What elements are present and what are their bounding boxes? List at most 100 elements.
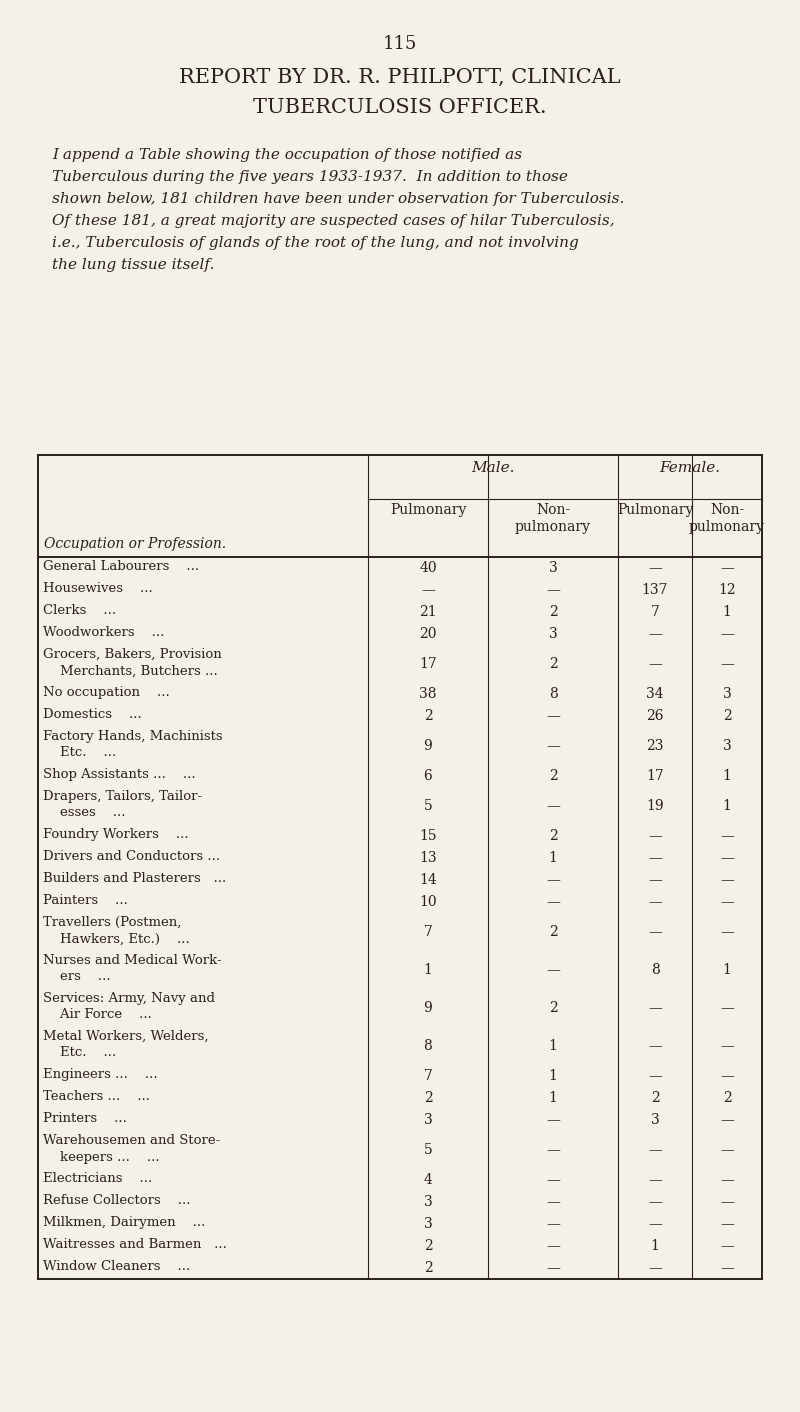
Text: —: — bbox=[648, 925, 662, 939]
Text: 1: 1 bbox=[549, 1039, 558, 1053]
Text: —: — bbox=[546, 873, 560, 887]
Text: —: — bbox=[546, 1238, 560, 1252]
Text: 5: 5 bbox=[424, 1142, 432, 1156]
Text: —: — bbox=[648, 1142, 662, 1156]
Text: —: — bbox=[720, 1142, 734, 1156]
Text: —: — bbox=[720, 627, 734, 641]
Text: 9: 9 bbox=[424, 1001, 432, 1015]
Text: —: — bbox=[720, 1217, 734, 1231]
Text: 2: 2 bbox=[549, 604, 558, 618]
Text: 3: 3 bbox=[722, 738, 731, 753]
Text: 2: 2 bbox=[722, 709, 731, 723]
Text: TUBERCULOSIS OFFICER.: TUBERCULOSIS OFFICER. bbox=[253, 97, 547, 117]
Text: —: — bbox=[546, 1195, 560, 1209]
Text: —: — bbox=[546, 799, 560, 813]
Text: Services: Army, Navy and
    Air Force    ...: Services: Army, Navy and Air Force ... bbox=[43, 993, 215, 1021]
Text: Refuse Collectors    ...: Refuse Collectors ... bbox=[43, 1195, 190, 1207]
Text: 3: 3 bbox=[424, 1195, 432, 1209]
Text: 12: 12 bbox=[718, 583, 736, 597]
Text: —: — bbox=[546, 1113, 560, 1127]
Text: 21: 21 bbox=[419, 604, 437, 618]
Text: Painters    ...: Painters ... bbox=[43, 894, 128, 907]
Text: 8: 8 bbox=[424, 1039, 432, 1053]
Text: —: — bbox=[546, 1217, 560, 1231]
Text: Drapers, Tailors, Tailor-
    esses    ...: Drapers, Tailors, Tailor- esses ... bbox=[43, 789, 202, 819]
Text: —: — bbox=[648, 1261, 662, 1275]
Text: —: — bbox=[648, 895, 662, 909]
Text: Printers    ...: Printers ... bbox=[43, 1113, 127, 1125]
Text: 1: 1 bbox=[722, 799, 731, 813]
Text: 2: 2 bbox=[549, 770, 558, 784]
Text: —: — bbox=[546, 1173, 560, 1187]
Text: Nurses and Medical Work-
    ers    ...: Nurses and Medical Work- ers ... bbox=[43, 955, 222, 984]
Text: 14: 14 bbox=[419, 873, 437, 887]
Text: —: — bbox=[720, 925, 734, 939]
Text: REPORT BY DR. R. PHILPOTT, CLINICAL: REPORT BY DR. R. PHILPOTT, CLINICAL bbox=[179, 68, 621, 88]
Text: —: — bbox=[546, 583, 560, 597]
Text: 3: 3 bbox=[424, 1113, 432, 1127]
Text: —: — bbox=[720, 895, 734, 909]
Text: Foundry Workers    ...: Foundry Workers ... bbox=[43, 827, 189, 842]
Text: —: — bbox=[720, 561, 734, 575]
Text: —: — bbox=[648, 1069, 662, 1083]
Text: Of these 181, a great majority are suspected cases of hilar Tuberculosis,: Of these 181, a great majority are suspe… bbox=[52, 215, 614, 227]
Text: 17: 17 bbox=[646, 770, 664, 784]
Text: Male.: Male. bbox=[471, 460, 514, 474]
Text: i.e., Tuberculosis of glands of the root of the lung, and not involving: i.e., Tuberculosis of glands of the root… bbox=[52, 236, 578, 250]
Text: I append a Table showing the occupation of those notified as: I append a Table showing the occupation … bbox=[52, 148, 522, 162]
Text: Travellers (Postmen,
    Hawkers, Etc.)    ...: Travellers (Postmen, Hawkers, Etc.) ... bbox=[43, 916, 190, 946]
Text: Drivers and Conductors ...: Drivers and Conductors ... bbox=[43, 850, 220, 863]
Text: —: — bbox=[648, 829, 662, 843]
Text: Woodworkers    ...: Woodworkers ... bbox=[43, 626, 164, 640]
Text: 1: 1 bbox=[549, 1091, 558, 1106]
Text: 38: 38 bbox=[419, 688, 437, 700]
Text: —: — bbox=[720, 829, 734, 843]
Text: 115: 115 bbox=[383, 35, 417, 54]
Text: 2: 2 bbox=[424, 1261, 432, 1275]
Text: 10: 10 bbox=[419, 895, 437, 909]
Text: —: — bbox=[546, 895, 560, 909]
Text: 7: 7 bbox=[423, 925, 433, 939]
Text: 1: 1 bbox=[423, 963, 433, 977]
Text: 7: 7 bbox=[423, 1069, 433, 1083]
Text: Non-: Non- bbox=[710, 503, 744, 517]
Text: Milkmen, Dairymen    ...: Milkmen, Dairymen ... bbox=[43, 1216, 206, 1228]
Text: pulmonary: pulmonary bbox=[515, 520, 591, 534]
Text: —: — bbox=[648, 1039, 662, 1053]
Text: —: — bbox=[546, 738, 560, 753]
Text: 1: 1 bbox=[650, 1238, 659, 1252]
Text: 3: 3 bbox=[650, 1113, 659, 1127]
Text: 3: 3 bbox=[549, 561, 558, 575]
Text: 13: 13 bbox=[419, 851, 437, 866]
Text: —: — bbox=[648, 1001, 662, 1015]
Text: 7: 7 bbox=[650, 604, 659, 618]
Text: 40: 40 bbox=[419, 561, 437, 575]
Text: 15: 15 bbox=[419, 829, 437, 843]
Text: —: — bbox=[720, 1113, 734, 1127]
Text: No occupation    ...: No occupation ... bbox=[43, 686, 170, 699]
Text: —: — bbox=[546, 709, 560, 723]
Text: —: — bbox=[720, 1039, 734, 1053]
Text: Warehousemen and Store-
    keepers ...    ...: Warehousemen and Store- keepers ... ... bbox=[43, 1134, 220, 1163]
Text: —: — bbox=[720, 1173, 734, 1187]
Text: —: — bbox=[648, 1195, 662, 1209]
Text: Non-: Non- bbox=[536, 503, 570, 517]
Text: —: — bbox=[648, 873, 662, 887]
Text: Tuberculous during the five years 1933-1937.  In addition to those: Tuberculous during the five years 1933-1… bbox=[52, 169, 568, 184]
Text: Pulmonary: Pulmonary bbox=[617, 503, 693, 517]
Text: Female.: Female. bbox=[659, 460, 721, 474]
Text: 1: 1 bbox=[549, 1069, 558, 1083]
Text: Clerks    ...: Clerks ... bbox=[43, 604, 116, 617]
Text: 20: 20 bbox=[419, 627, 437, 641]
Text: 2: 2 bbox=[650, 1091, 659, 1106]
Text: —: — bbox=[648, 657, 662, 671]
Text: 19: 19 bbox=[646, 799, 664, 813]
Text: —: — bbox=[720, 1261, 734, 1275]
Text: shown below, 181 children have been under observation for Tuberculosis.: shown below, 181 children have been unde… bbox=[52, 192, 624, 206]
Text: Engineers ...    ...: Engineers ... ... bbox=[43, 1067, 158, 1082]
Text: —: — bbox=[648, 1173, 662, 1187]
Text: 2: 2 bbox=[549, 925, 558, 939]
Text: —: — bbox=[546, 1142, 560, 1156]
Text: Domestics    ...: Domestics ... bbox=[43, 707, 142, 722]
Text: Factory Hands, Machinists
    Etc.    ...: Factory Hands, Machinists Etc. ... bbox=[43, 730, 222, 760]
